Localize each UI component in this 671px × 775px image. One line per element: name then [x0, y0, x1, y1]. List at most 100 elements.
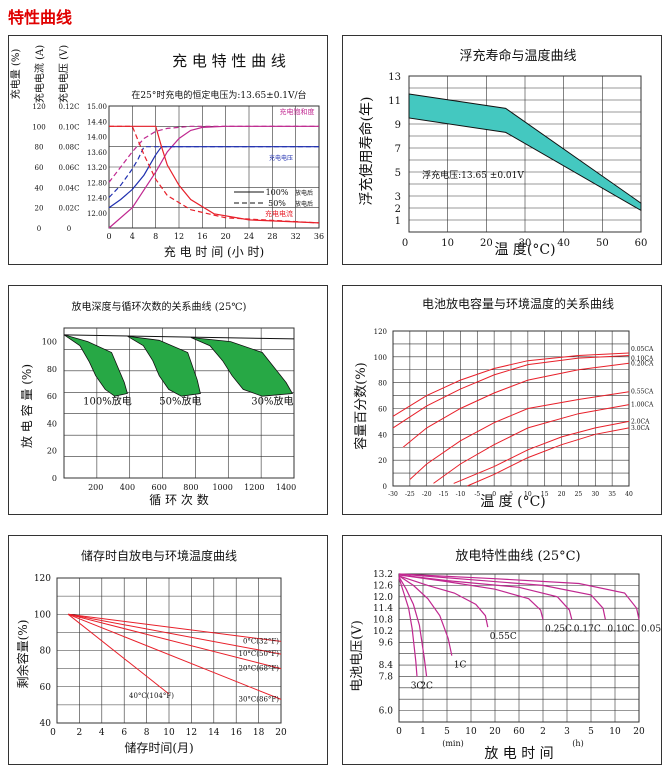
x-tick-label: 600 [152, 483, 167, 492]
series-line-7 [398, 573, 640, 620]
x-tick-label: 16 [197, 232, 207, 241]
series-label: 30°C(86°F) [239, 695, 280, 703]
y-tick-label: 10.8 [373, 616, 393, 626]
y-axis-label: 电池电压(V) [350, 620, 365, 692]
x-tick-label: -20 [422, 491, 432, 498]
y-tick-label: 20 [47, 447, 57, 456]
series-line-6 [467, 427, 630, 487]
series-line-3 [108, 146, 319, 198]
y-tick-charge: 20 [35, 205, 44, 213]
y-tick-label: 60 [40, 683, 52, 693]
x-tick-label: 400 [120, 483, 135, 492]
chart-title: 浮充寿命与温度曲线 [459, 48, 576, 64]
cycle-band-label: 30%放电 [251, 394, 293, 407]
y-tick-current: 0 [67, 225, 71, 233]
y-tick-label: 12.6 [373, 581, 393, 591]
series-line-3 [398, 575, 489, 628]
series-label: 1C [454, 661, 467, 671]
self-discharge-chart-panel: 储存时自放电与环境温度曲线 0°C(32°F) 10°C(50°F) 20°C(68°… [8, 535, 328, 765]
y-tick-charge: 40 [35, 184, 44, 192]
x-tick-label: 20 [489, 727, 501, 737]
x-tick-label: 6 [121, 728, 127, 738]
legend-label-50: 50% [268, 199, 286, 208]
x-tick-label: 16 [230, 728, 242, 738]
series-line-0 [398, 577, 418, 677]
x-tick-label: 4 [99, 728, 105, 738]
x-axis-label: 循 环 次 数 [149, 492, 208, 507]
x-tick-label: 0 [106, 232, 111, 241]
cycle-top-line [63, 334, 295, 340]
y-tick-label: 100 [42, 338, 57, 347]
x-tick-label: 60 [635, 238, 648, 249]
legend-label: 0.20CA [631, 360, 654, 367]
x-tick-label: 20 [558, 491, 566, 498]
y-axis-title: 充电电流 (A) [33, 45, 46, 103]
x-tick-label: 200 [88, 483, 103, 492]
x-tick-label: 0 [402, 238, 408, 249]
chart-title: 储存时自放电与环境温度曲线 [81, 548, 237, 563]
y-axis-title: 充电电压 (V) [57, 45, 70, 103]
y-tick-current: 0.10C [59, 123, 80, 131]
chart-title: 放电特性曲线 (25°C) [455, 549, 580, 564]
x-tick-label: 18 [253, 728, 265, 738]
x-tick-label: 10 [465, 727, 477, 737]
cycle-chart: 放电深度与循环次数的关系曲线 (25℃) 100%放电 50%放电 30%放电 0 20 4… [19, 300, 296, 507]
x-tick-label: 10 [441, 238, 454, 249]
x-tick-label: 24 [244, 232, 254, 241]
float-chart-panel: 浮充寿命与温度曲线 1 2 3 5 7 9 11 13 0 10 20 30 40 50 60 浮充使用寿命(年… [342, 35, 662, 265]
y-tick-current: 0.08C [59, 144, 80, 152]
series-line-2 [398, 575, 453, 656]
series-line-4 [398, 574, 544, 620]
y-tick-charge: 0 [37, 225, 41, 233]
x-tick-label: 25 [575, 491, 583, 498]
annotation-voltage: 充电电压 [269, 154, 293, 162]
series-label: 0°C(32°F) [243, 637, 279, 645]
series-line-5 [453, 420, 630, 484]
x-tick-label: 36 [314, 232, 324, 241]
series-label: 2C [420, 681, 433, 691]
y-tick-label: 0 [383, 483, 387, 491]
annotation-saturation: 充电饱和度 [280, 107, 315, 116]
series-line-3 [409, 391, 630, 480]
y-tick-current: 0.02C [59, 205, 80, 213]
y-tick-label: 2 [395, 204, 401, 215]
y-tick-voltage: 12.40 [87, 195, 107, 203]
y-tick-label: 13.2 [373, 570, 393, 580]
x-tick-label: 1400 [276, 483, 296, 492]
y-tick-label: 100 [374, 354, 387, 362]
x-tick-label: 30 [519, 238, 532, 249]
series-line-5 [109, 125, 320, 224]
y-tick-label: 7 [395, 144, 401, 155]
x-tick-label: 5 [509, 491, 513, 498]
charge-chart-panel: 充 电 特 性 曲 线在25°时充电的恒定电压为:13.65±0.1V/台 充电量… [8, 35, 328, 265]
x-tick-label: 12 [174, 232, 184, 241]
y-tick-voltage: 12.00 [87, 210, 107, 218]
x-tick-label: 60 [513, 727, 525, 737]
series-label: 40°C(104°F) [129, 692, 174, 700]
cycle-band-label: 50%放电 [159, 394, 201, 407]
chart-title: 放电深度与循环次数的关系曲线 (25℃) [72, 300, 247, 313]
x-tick-label: 10 [609, 727, 621, 737]
y-tick-charge: 100 [32, 123, 45, 131]
life-band [408, 93, 642, 212]
page-title: 特性曲线 [8, 8, 73, 27]
y-tick-voltage: 15.00 [87, 103, 107, 111]
series-line-4 [67, 613, 170, 695]
x-tick-label: 14 [208, 728, 220, 738]
x-tick-label: 10 [163, 728, 175, 738]
x-axis-label: 储存时间(月) [124, 740, 193, 755]
series-label: 0.25C [545, 625, 572, 635]
x-tick-label: 1200 [244, 483, 264, 492]
y-tick-label: 11.4 [373, 604, 393, 614]
x-tick-label: 1 [420, 727, 426, 737]
legend-label-after: 放电后 [295, 200, 313, 208]
x-tick-label: 50 [596, 238, 609, 249]
chart-subtitle: 在25°时充电的恒定电压为:13.65±0.1V/台 [131, 89, 306, 101]
series-label: 10°C(50°F) [239, 650, 280, 658]
series-label: 0.17C [574, 625, 601, 635]
x-tick-label: 35 [608, 491, 616, 498]
x-tick-label: 4 [130, 232, 135, 241]
y-tick-label: 11 [388, 96, 401, 107]
